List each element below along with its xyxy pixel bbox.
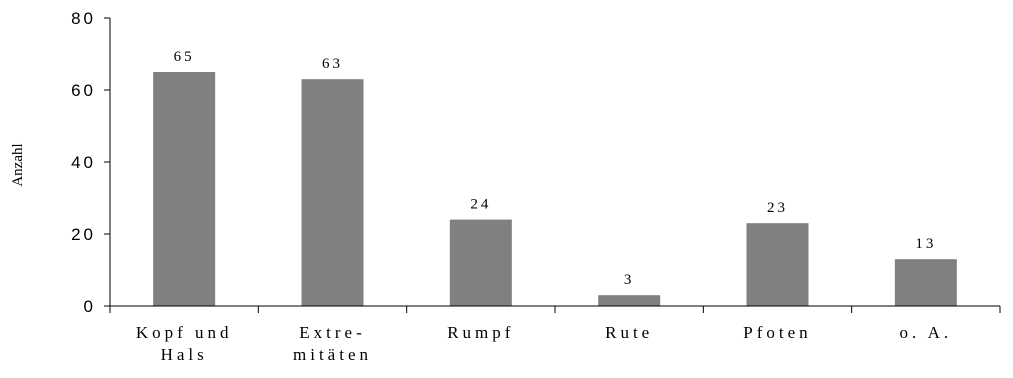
data-label: 63 — [322, 56, 343, 72]
data-label: 65 — [174, 49, 195, 65]
x-tick-label: Hals — [161, 345, 208, 364]
x-tick-label: Pfoten — [743, 323, 811, 342]
x-tick-label: Rute — [605, 323, 653, 342]
y-axis-label: Anzahl — [10, 143, 26, 186]
y-ticks-group: 0 20 40 60 80 — [71, 9, 110, 316]
y-tick-label: 0 — [84, 297, 96, 316]
y-tick-label: 60 — [71, 81, 96, 100]
data-label: 13 — [915, 236, 936, 252]
x-tick-label: mitäten — [293, 345, 372, 364]
bar — [153, 72, 216, 306]
data-label: 3 — [624, 272, 635, 288]
data-label: 24 — [470, 197, 491, 213]
bar — [598, 295, 661, 306]
bars-group — [153, 72, 957, 306]
x-tick-label: Rumpf — [447, 323, 514, 342]
bar — [746, 223, 809, 306]
x-ticks-group: Kopf und Hals Extre-mitäten Rumpf Rute Pfoten… — [109, 306, 1001, 364]
x-tick-label: Extre- — [299, 323, 365, 342]
x-tick-label: Kopf und — [136, 323, 233, 342]
y-tick-label: 40 — [71, 153, 96, 172]
data-label: 23 — [767, 200, 788, 216]
data-labels-group: 65 63 24 3 23 13 — [174, 49, 936, 288]
x-tick-label: o. A. — [900, 323, 953, 342]
bar — [449, 219, 512, 306]
bar — [894, 259, 957, 306]
y-tick-label: 20 — [71, 225, 96, 244]
bar — [301, 79, 364, 306]
y-tick-label: 80 — [71, 9, 96, 28]
